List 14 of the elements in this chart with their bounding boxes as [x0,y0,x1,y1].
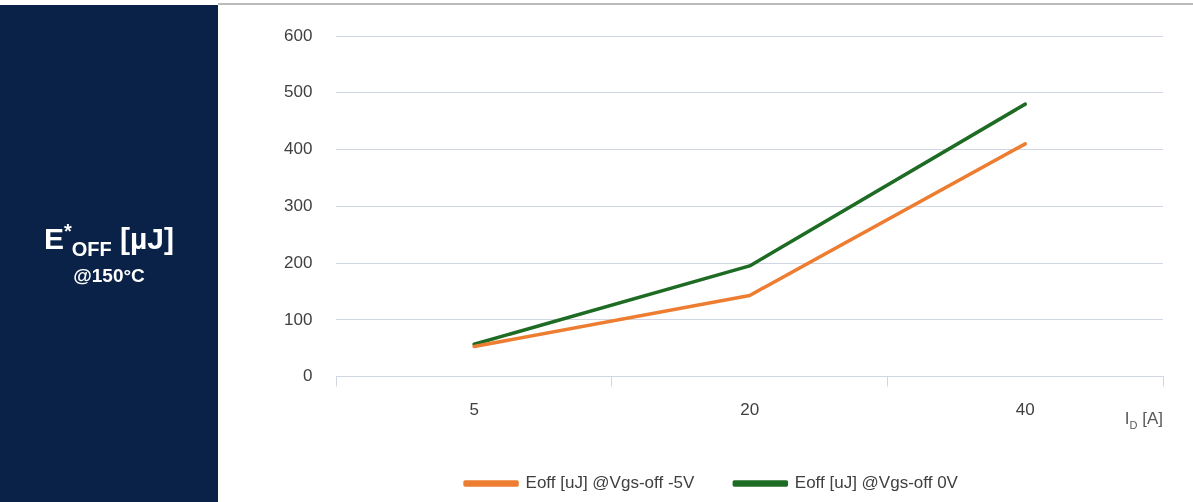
legend-label: Eoff [uJ] @Vgs-off -5V [525,473,695,493]
y-tick-label: 500 [283,82,313,102]
text: @150°C [73,265,145,287]
y-tick-label: 600 [283,25,313,45]
y-tick-label: 200 [283,252,313,272]
x-tick-label: 5 [469,400,479,420]
y-tick-label: 100 [283,309,313,329]
x-tick-label: 20 [740,400,760,420]
y-tick-label: 0 [302,366,313,386]
y-tick-label: 300 [283,195,313,215]
y-axis-title: E$^{*}$$_{OFF}$ [µJ] [43,220,175,261]
y-tick-label: 400 [283,139,313,159]
legend-label: Eoff [uJ] @Vgs-off 0V [794,473,959,493]
x-tick-label: 40 [1015,400,1035,420]
